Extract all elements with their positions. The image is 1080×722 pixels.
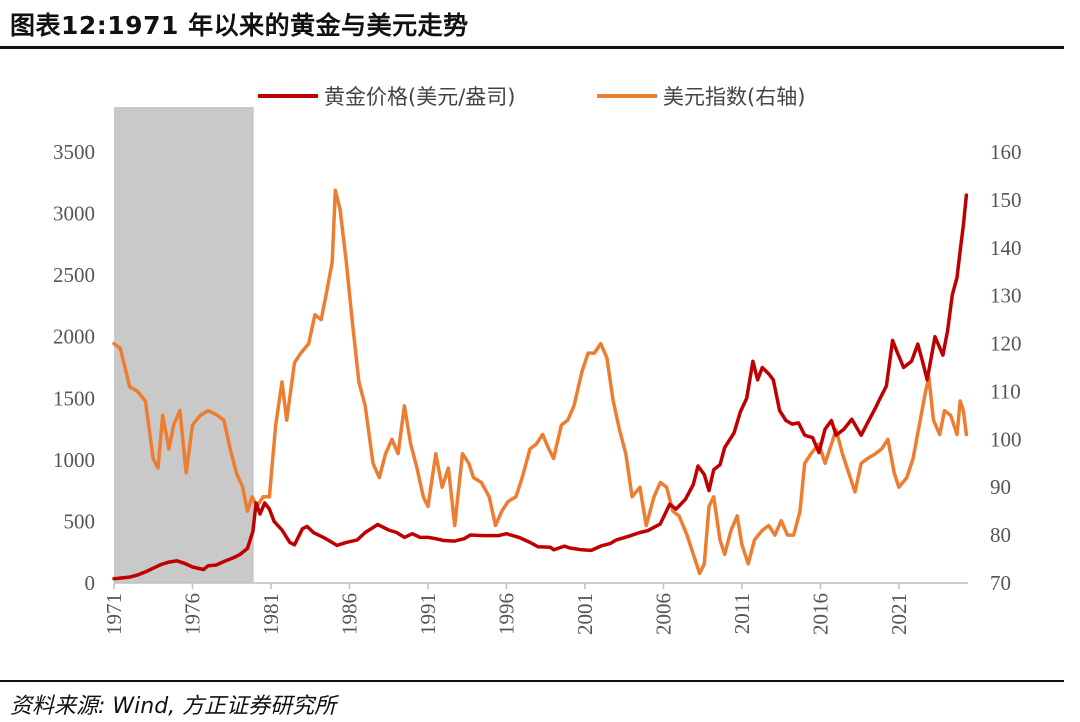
title-rule xyxy=(0,46,1064,49)
figure-title: 图表12:1971 年以来的黄金与美元走势 xyxy=(10,11,469,40)
y-left-tick-label: 1500 xyxy=(53,386,95,410)
x-tick-label: 2016 xyxy=(808,593,832,635)
source-note: 资料来源: Wind, 方正证券研究所 xyxy=(10,694,337,719)
y-right-tick-label: 90 xyxy=(990,475,1011,499)
x-tick-label: 2011 xyxy=(730,593,754,634)
y-left-tick-label: 0 xyxy=(85,571,96,595)
x-tick-label: 1976 xyxy=(180,593,204,635)
y-right-tick-label: 110 xyxy=(990,379,1021,403)
y-right-tick-label: 70 xyxy=(990,571,1011,595)
x-tick-label: 1991 xyxy=(416,593,440,635)
x-tick-label: 2001 xyxy=(573,593,597,635)
y-right-tick-label: 100 xyxy=(990,427,1022,451)
y-right-tick-label: 160 xyxy=(990,140,1022,164)
y-left-tick-label: 3500 xyxy=(53,140,95,164)
y-right-tick-label: 140 xyxy=(990,236,1022,260)
source-rule xyxy=(0,680,1064,682)
y-left-tick-label: 3000 xyxy=(53,202,95,226)
y-right-tick-label: 130 xyxy=(990,284,1022,308)
y-left-tick-label: 2500 xyxy=(53,263,95,287)
legend-label: 黄金价格(美元/盎司) xyxy=(324,85,515,109)
y-right-tick-label: 150 xyxy=(990,188,1022,212)
gold-usd-chart: 1971 1976 1981 1986 1991 1996 2001 2006 2011 2016… xyxy=(53,85,1022,635)
y-left-tick-label: 2000 xyxy=(53,325,95,349)
x-tick-label: 1981 xyxy=(259,593,283,635)
y-left-tick-label: 500 xyxy=(64,509,96,533)
y-right-tick-label: 120 xyxy=(990,332,1022,356)
x-tick-label: 1971 xyxy=(102,593,126,635)
x-tick-label: 2006 xyxy=(651,593,675,635)
y-left-tick-label: 1000 xyxy=(53,448,95,472)
x-tick-label: 1986 xyxy=(337,593,361,635)
x-tick-label: 2021 xyxy=(887,593,911,635)
x-tick-label: 1996 xyxy=(494,593,518,635)
gold-price-line xyxy=(112,193,969,581)
y-right-tick-label: 80 xyxy=(990,523,1011,547)
shaded-period xyxy=(114,107,254,583)
legend-label: 美元指数(右轴) xyxy=(663,85,805,109)
